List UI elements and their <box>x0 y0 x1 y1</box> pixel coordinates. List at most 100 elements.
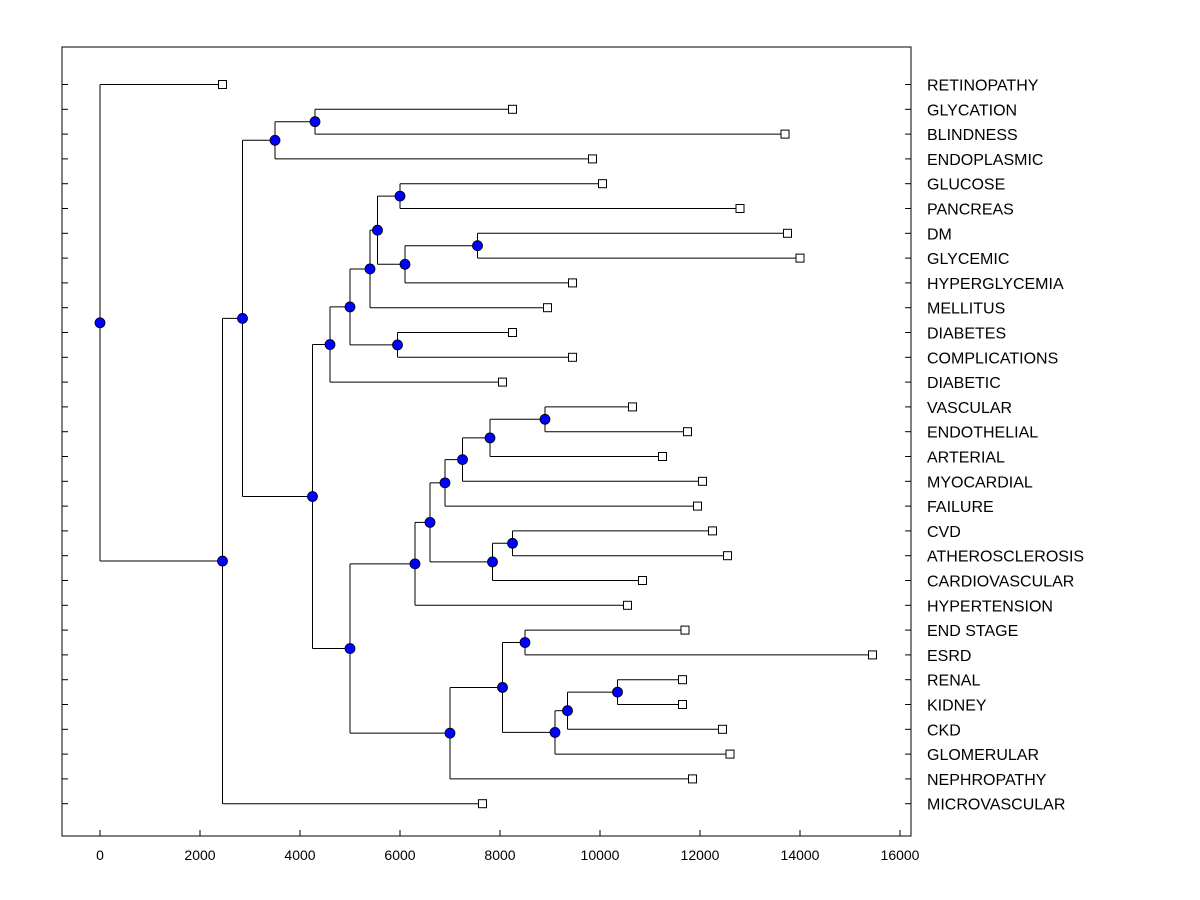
leaf-label: RETINOPATHY <box>927 78 1039 95</box>
node-marker <box>472 240 483 252</box>
leaf-marker <box>568 352 577 362</box>
node-marker <box>309 116 321 128</box>
leaf-label: RENAL <box>927 673 980 690</box>
leaf-label: VASCULAR <box>927 400 1012 417</box>
leaf-label: ENDOPLASMIC <box>927 152 1043 169</box>
node-marker <box>94 317 106 329</box>
x-tick-label: 10000 <box>581 847 620 863</box>
leaf-marker <box>735 204 745 213</box>
leaf-marker <box>623 600 632 610</box>
leaf-label: ESRD <box>927 648 971 665</box>
node-marker <box>457 454 468 466</box>
axis-ticks <box>62 84 911 836</box>
leaf-label: DM <box>927 226 952 243</box>
leaf-marker <box>698 476 707 486</box>
leaf-label: GLYCATION <box>927 102 1017 119</box>
leaf-label: NEPHROPATHY <box>927 772 1047 789</box>
leaf-label: MELLITUS <box>927 301 1005 318</box>
leaf-marker <box>638 576 647 585</box>
node-marker <box>269 134 281 146</box>
leaf-marker <box>478 799 487 809</box>
x-tick-label: 4000 <box>284 847 315 863</box>
leaf-markers <box>218 80 877 809</box>
node-marker <box>217 555 228 567</box>
leaf-marker <box>658 452 667 461</box>
node-marker <box>539 413 551 425</box>
node-marker <box>507 537 518 549</box>
leaf-label: DIABETIC <box>927 375 1001 392</box>
node-marker <box>444 727 456 739</box>
x-tick-label: 0 <box>96 847 104 863</box>
node-marker <box>394 190 406 202</box>
leaf-label: COMPLICATIONS <box>927 350 1058 367</box>
plot-frame <box>61 46 912 837</box>
leaf-label: FAILURE <box>927 499 994 516</box>
leaf-marker <box>508 104 517 114</box>
leaf-marker <box>783 228 792 238</box>
node-marker <box>409 558 421 570</box>
leaf-label: ATHEROSCLEROSIS <box>927 549 1084 566</box>
leaf-label: CKD <box>927 722 961 739</box>
x-tick-label: 14000 <box>781 847 820 863</box>
leaf-marker <box>708 526 717 536</box>
x-tick-label: 8000 <box>484 847 515 863</box>
node-marker <box>392 339 403 351</box>
node-marker <box>519 637 531 648</box>
x-tick-label: 2000 <box>184 847 215 863</box>
leaf-marker <box>588 154 597 164</box>
leaf-marker <box>680 625 690 635</box>
x-tick-labels: 0 2000 4000 6000 8000 10000 12000 14000 16000 <box>96 847 920 863</box>
leaf-label: GLOMERULAR <box>927 747 1039 764</box>
leaf-label: ARTERIAL <box>927 450 1005 467</box>
leaf-label: MYOCARDIAL <box>927 474 1033 491</box>
node-marker <box>439 477 451 489</box>
leaf-marker <box>795 253 805 263</box>
node-marker <box>364 263 376 275</box>
node-marker <box>344 301 356 313</box>
leaf-label: HYPERTENSION <box>927 598 1053 615</box>
node-marker <box>562 705 573 717</box>
x-tick-label: 16000 <box>881 847 920 863</box>
node-markers <box>94 116 623 739</box>
leaf-label: GLYCEMIC <box>927 251 1009 268</box>
x-tick-label: 6000 <box>384 847 415 863</box>
leaf-label: ENDOTHELIAL <box>927 425 1038 442</box>
leaf-label: HYPERGLYCEMIA <box>927 276 1064 293</box>
leaf-label: PANCREAS <box>927 202 1014 219</box>
leaf-marker <box>508 328 517 337</box>
node-marker <box>612 686 623 698</box>
node-marker <box>372 224 383 236</box>
leaf-marker <box>683 427 692 437</box>
leaf-label: CVD <box>927 524 961 541</box>
leaf-marker <box>218 80 227 89</box>
node-marker <box>324 339 336 350</box>
leaf-marker <box>723 551 732 561</box>
leaf-marker <box>598 179 607 189</box>
leaf-marker <box>678 700 687 709</box>
leaf-label: GLUCOSE <box>927 177 1005 194</box>
leaf-marker <box>693 501 702 511</box>
node-marker <box>497 682 508 693</box>
node-marker <box>237 313 248 324</box>
leaf-label: END STAGE <box>927 623 1018 640</box>
leaf-marker <box>628 402 637 412</box>
leaf-marker <box>678 675 687 685</box>
node-marker <box>424 516 436 528</box>
leaf-marker <box>498 377 507 387</box>
node-marker <box>344 643 356 654</box>
x-tick-label: 12000 <box>681 847 720 863</box>
leaf-marker <box>725 749 735 759</box>
leaf-label: DIABETES <box>927 326 1006 343</box>
leaf-label: KIDNEY <box>927 698 987 715</box>
leaf-label: BLINDNESS <box>927 127 1018 144</box>
node-marker <box>484 432 496 444</box>
leaf-marker <box>543 303 552 313</box>
leaf-marker <box>868 650 877 660</box>
leaf-marker <box>568 278 577 288</box>
node-marker <box>307 491 318 502</box>
node-marker <box>487 556 498 568</box>
leaf-labels: RETINOPATHY GLYCATION BLINDNESS ENDOPLASMIC… <box>927 78 1084 814</box>
leaf-marker <box>688 774 697 784</box>
leaf-label: MICROVASCULAR <box>927 797 1065 814</box>
